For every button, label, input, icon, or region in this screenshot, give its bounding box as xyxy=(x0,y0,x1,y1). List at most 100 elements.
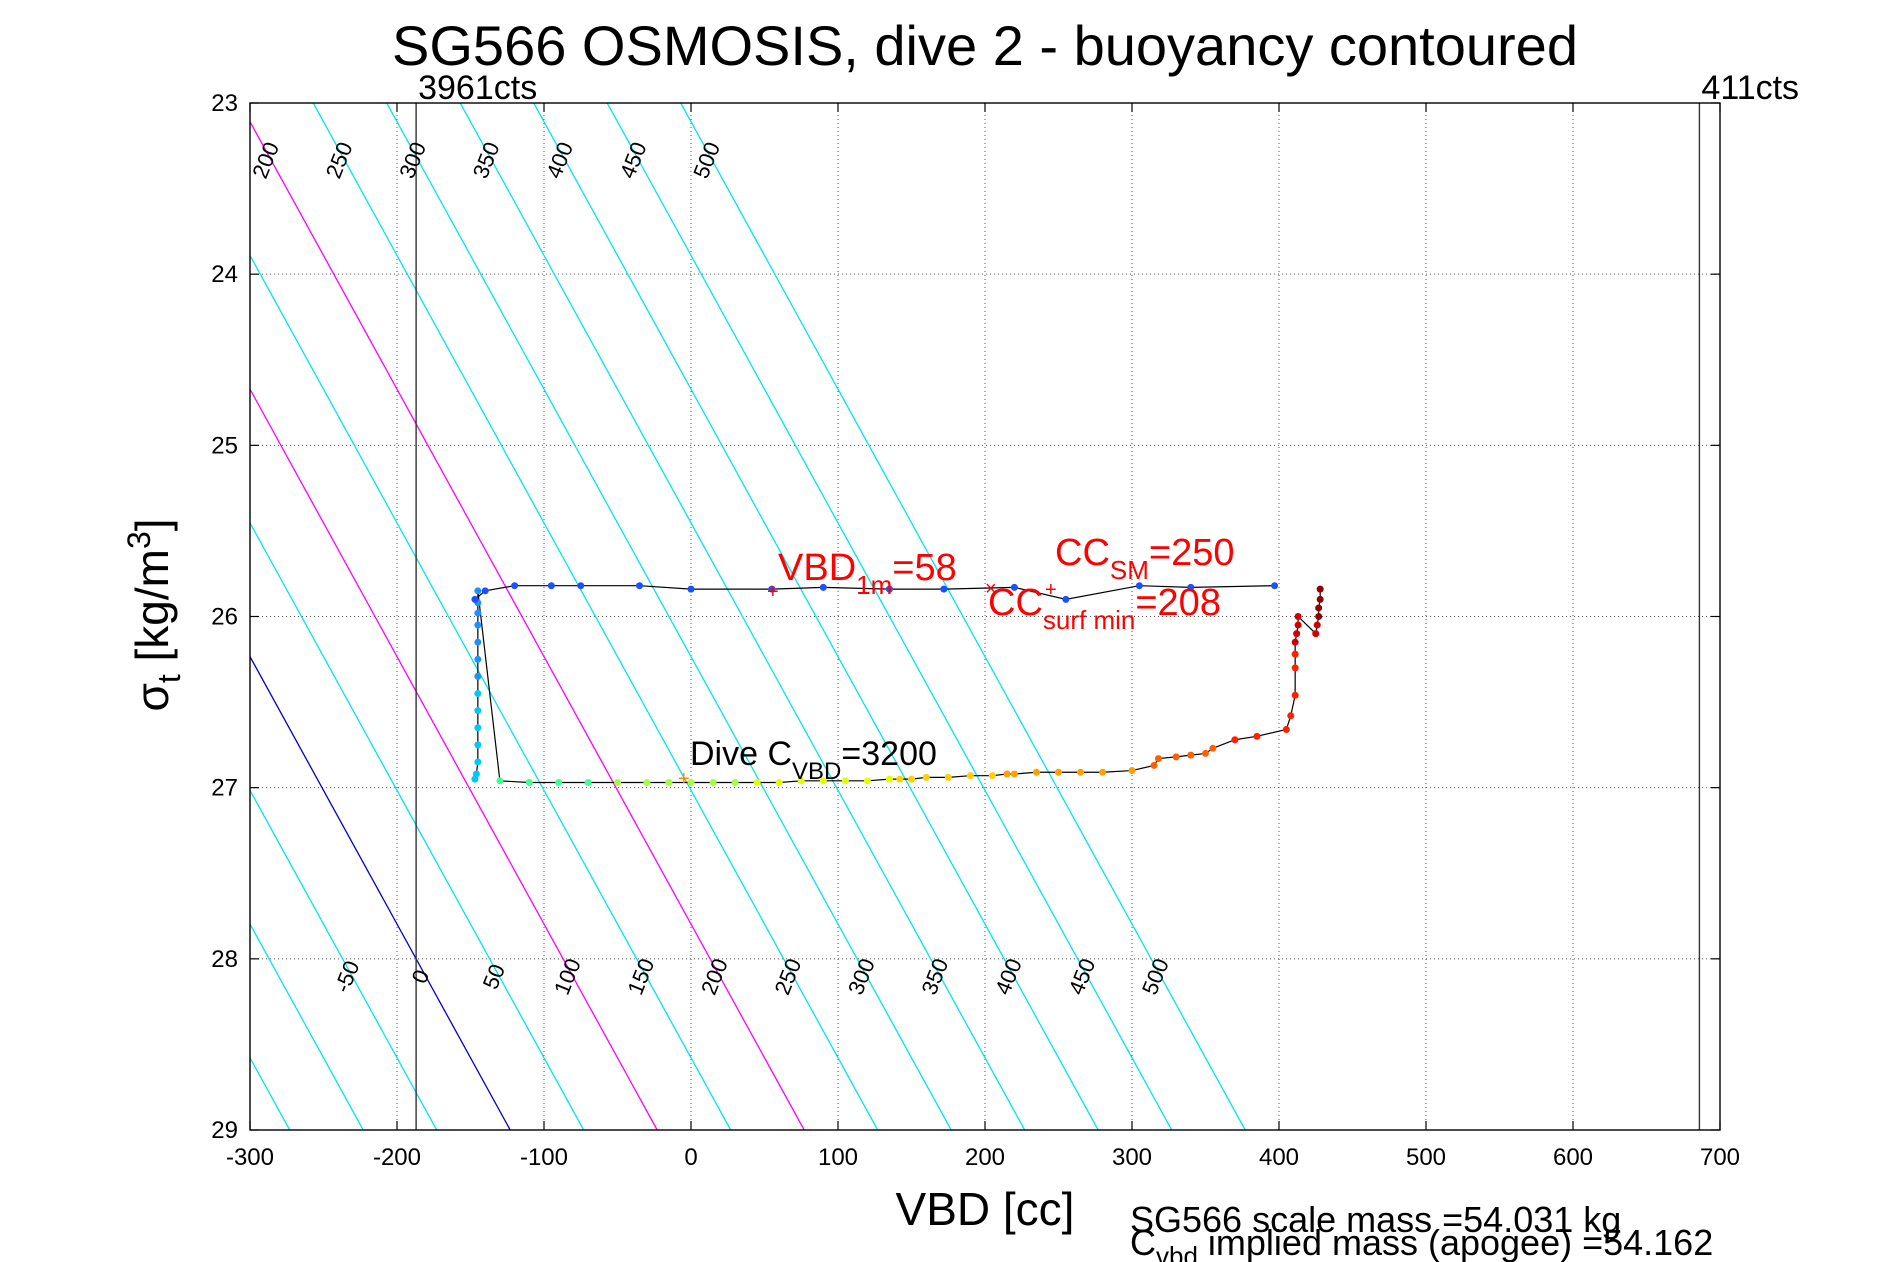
x-tick-label: 0 xyxy=(684,1144,697,1171)
contour-layer xyxy=(0,103,1246,1130)
dive-point xyxy=(474,655,482,663)
dive-point xyxy=(1209,744,1217,752)
annotation: CCSM=250 xyxy=(1055,532,1234,585)
dive-point xyxy=(908,775,915,783)
dive-point xyxy=(1150,761,1158,769)
dive-point xyxy=(1172,753,1180,761)
x-tick-label: -100 xyxy=(520,1144,568,1171)
x-tick-label: 200 xyxy=(965,1144,1005,1171)
dive-point xyxy=(1003,770,1011,778)
dive-point xyxy=(474,587,482,595)
annotation-base: VBD xyxy=(778,547,856,589)
dive-point xyxy=(1187,751,1195,759)
dive-point xyxy=(474,707,482,715)
dive-point xyxy=(474,672,482,680)
annotation-sub: surf min xyxy=(1043,605,1135,635)
dive-point xyxy=(1282,725,1290,733)
ccsm-marker: × xyxy=(985,578,997,600)
y-tick-label: 24 xyxy=(211,261,238,288)
annotation-base: Dive C xyxy=(690,735,792,773)
buoyancy-contour xyxy=(606,103,1173,1130)
chart-title: SG566 OSMOSIS, dive 2 - buoyancy contour… xyxy=(392,14,1578,77)
vertical-line-label: 3961cts xyxy=(418,69,537,107)
annotation: CCsurf min=208 xyxy=(988,582,1221,635)
climb-point xyxy=(940,585,948,593)
contour-label-top: 400 xyxy=(541,138,578,181)
contour-label-bottom: 300 xyxy=(843,955,880,998)
dive-point xyxy=(1316,585,1324,593)
text-layer: SG566 OSMOSIS, dive 2 - buoyancy contour… xyxy=(121,14,1799,1262)
contour-label-bottom: 450 xyxy=(1063,955,1100,998)
buoyancy-contour xyxy=(250,521,585,1130)
footer-implied-mass-sub: vbd xyxy=(1156,1241,1198,1262)
contour-label-top: 500 xyxy=(688,138,725,181)
axes-box xyxy=(249,102,1721,1131)
contour-label-top: 450 xyxy=(615,138,652,181)
contour-label-top: 250 xyxy=(321,138,358,181)
dive-point xyxy=(1315,604,1323,612)
y-axis-label-base: σ xyxy=(126,683,178,711)
dive-point xyxy=(1291,691,1299,699)
buoyancy-contour xyxy=(312,103,879,1130)
buoyancy-contour xyxy=(250,788,438,1130)
dive-point xyxy=(1291,638,1299,646)
buoyancy-contour xyxy=(533,103,1099,1130)
buoyancy-contour xyxy=(250,120,805,1130)
dive-point xyxy=(775,779,783,787)
dive-point xyxy=(614,779,621,787)
dive-point xyxy=(966,772,974,780)
dive-point xyxy=(1313,621,1321,629)
contour-label-top: 300 xyxy=(394,138,431,181)
dive-point xyxy=(731,779,739,787)
dive-point xyxy=(988,772,996,780)
y-tick-label: 28 xyxy=(211,946,238,973)
climb-point xyxy=(1010,583,1018,591)
annotation-sub: SM xyxy=(1110,555,1149,585)
x-tick-label: -200 xyxy=(373,1144,421,1171)
dive-point xyxy=(841,777,849,785)
annotation-sub: 1m xyxy=(856,570,892,600)
climb-point xyxy=(1062,595,1070,603)
annotation-base: CC xyxy=(988,582,1043,624)
annotation-base: CC xyxy=(1055,532,1110,574)
climb-point xyxy=(1187,583,1195,591)
dive-point xyxy=(1294,613,1302,620)
dive-point xyxy=(643,779,651,787)
dive-point xyxy=(525,779,533,787)
climb-point xyxy=(511,582,519,590)
annotation-rest: =3200 xyxy=(841,735,937,773)
contour-label-top: 350 xyxy=(468,138,505,181)
climb-point xyxy=(547,582,555,590)
dive-point xyxy=(474,758,482,766)
dive-point xyxy=(1010,770,1018,778)
dive-point xyxy=(1315,613,1323,620)
climb-point xyxy=(577,582,585,590)
ccsurf-marker: + xyxy=(1045,579,1057,601)
dive-point xyxy=(1312,630,1320,638)
annotation: VBD1m=58 xyxy=(778,547,957,600)
y-tick-label: 25 xyxy=(211,432,238,459)
dive-point xyxy=(474,741,482,749)
y-tick-label: 29 xyxy=(211,1117,238,1144)
climb-point xyxy=(471,595,479,603)
dive-point xyxy=(896,775,904,783)
dive-point xyxy=(863,777,871,785)
contour-label-bottom: 200 xyxy=(696,955,733,998)
x-axis-label: VBD [cc] xyxy=(896,1183,1075,1235)
climb-point xyxy=(819,583,827,591)
dive-point xyxy=(665,779,673,787)
dive-point xyxy=(797,777,805,785)
climb-trace-line xyxy=(474,585,1275,600)
contour-label-bottom: 0 xyxy=(407,966,435,987)
dive-cvbd-marker: + xyxy=(678,768,690,790)
dive-point xyxy=(753,779,761,787)
contour-label-bottom: 250 xyxy=(769,955,806,998)
axes-layer xyxy=(249,102,1721,1131)
dive-point xyxy=(1253,732,1261,740)
buoyancy-contour xyxy=(0,103,143,1130)
annotation-rest: =208 xyxy=(1135,582,1221,624)
footer-implied-mass-rest: implied mass (apogee) =54.162 xyxy=(1198,1222,1713,1262)
annotation: Dive CVBD=3200 xyxy=(690,735,937,785)
contour-label-bottom: 150 xyxy=(622,955,659,998)
x-tick-label: 700 xyxy=(1700,1144,1740,1171)
